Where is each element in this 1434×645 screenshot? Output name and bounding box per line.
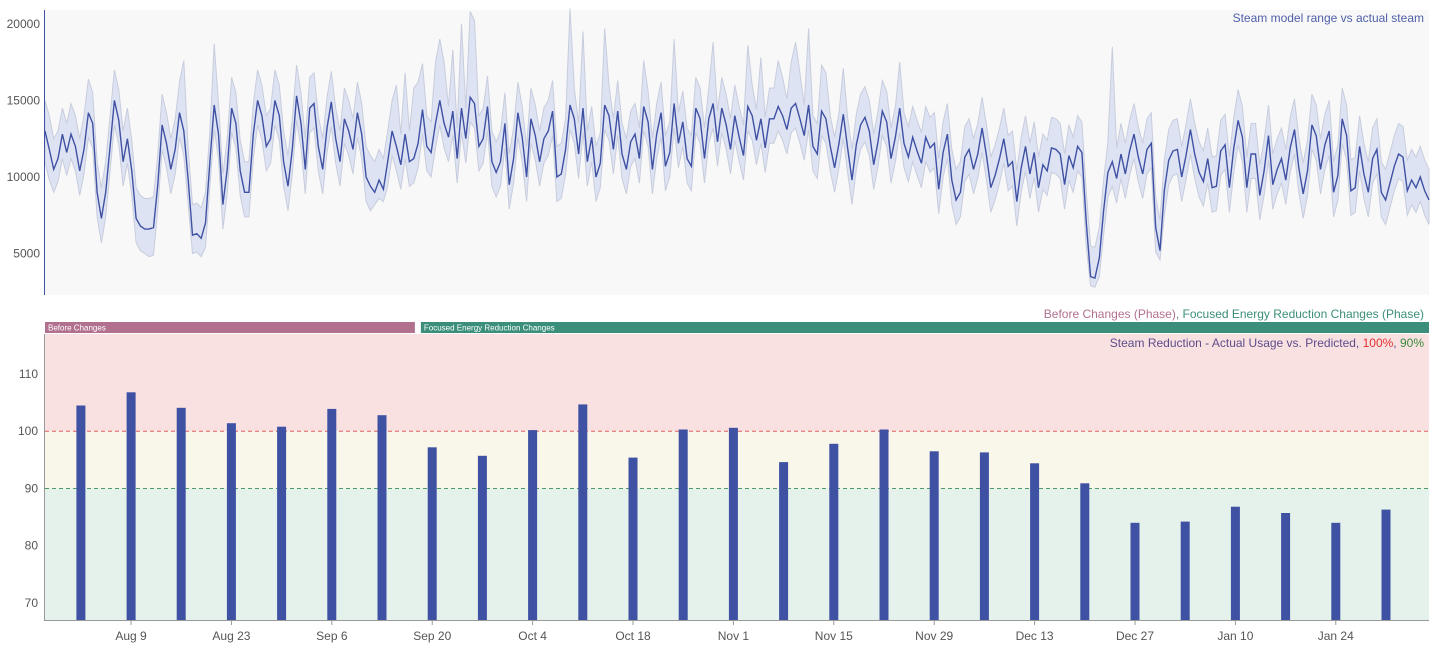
bar [377, 415, 387, 620]
bar [76, 405, 86, 620]
x-tick-label: Sep 6 [316, 629, 348, 643]
x-tick-label: Nov 29 [915, 629, 953, 643]
top-chart: 20000 15000 10000 5000 Steam model range vs… [7, 8, 1430, 295]
bottom-chart: Before Changes (Phase), Focused Energy R… [18, 307, 1429, 643]
x-tick-label: Jan 10 [1217, 629, 1253, 643]
x-tick-label: Aug 23 [212, 629, 250, 643]
bottom-y-tick-label: 100 [18, 424, 38, 438]
x-tick-label: Oct 4 [518, 629, 547, 643]
phase-bar-before-changes [45, 322, 415, 333]
actual-steam-line [44, 95, 1430, 280]
phase-legend-before: Before Changes (Phase) [1044, 307, 1176, 321]
x-tick-label: Dec 13 [1016, 629, 1054, 643]
bar [779, 462, 789, 620]
bottom-y-tick-label: 80 [25, 539, 39, 553]
bar [578, 404, 588, 620]
bar [176, 407, 186, 620]
bar [277, 426, 287, 620]
top-y-tick-label: 15000 [7, 93, 41, 107]
phase-legend-focused: Focused Energy Reduction Changes (Phase) [1183, 307, 1424, 321]
bottom-title-sep: , [1393, 336, 1400, 350]
bottom-y-tick-label: 70 [25, 596, 39, 610]
bottom-title-90pct: 90% [1400, 336, 1424, 350]
phase-label-focused-changes: Focused Energy Reduction Changes [424, 324, 555, 333]
bottom-y-tick-label: 90 [25, 481, 39, 495]
bar [427, 447, 437, 620]
bottom-y-tick-label: 110 [19, 367, 38, 381]
bottom-title-main: Steam Reduction - Actual Usage vs. Predi… [1110, 336, 1363, 350]
bar [628, 457, 638, 620]
x-tick-label: Nov 15 [815, 629, 853, 643]
phase-legend-separator: , [1176, 307, 1183, 321]
bar [879, 429, 889, 620]
bar [1180, 521, 1190, 620]
phase-label-before-changes: Before Changes [48, 324, 106, 333]
bar [477, 455, 487, 620]
top-y-tick-label: 5000 [13, 247, 40, 261]
x-tick-label: Sep 20 [413, 629, 451, 643]
bar [728, 427, 738, 620]
top-y-tick-label: 20000 [7, 17, 41, 31]
x-tick-label: Jan 24 [1318, 629, 1354, 643]
bar [678, 429, 688, 620]
bar [1381, 509, 1391, 620]
x-tick-label: Nov 1 [718, 629, 750, 643]
reduction-bars [76, 392, 1391, 620]
top-y-tick-label: 10000 [7, 170, 41, 184]
x-axis-ticks: Aug 9 Aug 23 Sep 6 Sep 20 Oct 4 Oct 18 Nov 1 No… [115, 620, 1354, 643]
zone-above-100 [45, 334, 1429, 432]
bar [1080, 483, 1090, 620]
bar [327, 408, 337, 620]
bar [1281, 513, 1291, 620]
bar [829, 443, 839, 620]
bar [1230, 506, 1240, 620]
phase-bar-focused-changes [420, 322, 1429, 333]
bar [929, 451, 939, 620]
bar [528, 430, 538, 620]
top-chart-legend: Steam model range vs actual steam [1233, 11, 1424, 25]
bar [226, 423, 236, 620]
top-y-axis-ticks: 20000 15000 10000 5000 [7, 17, 41, 261]
bottom-chart-title: Steam Reduction - Actual Usage vs. Predi… [1110, 336, 1425, 350]
bar [979, 452, 989, 620]
bar [1130, 522, 1140, 620]
bottom-title-100pct: 100% [1363, 336, 1394, 350]
x-tick-label: Oct 18 [615, 629, 651, 643]
bar [126, 392, 136, 620]
x-tick-label: Aug 9 [115, 629, 147, 643]
bottom-y-axis-ticks: 110 100 90 80 70 [18, 367, 38, 610]
x-tick-label: Dec 27 [1116, 629, 1154, 643]
bar [1331, 522, 1341, 620]
model-range-band [44, 8, 1430, 288]
bar [1030, 463, 1040, 620]
phase-legend: Before Changes (Phase), Focused Energy R… [1044, 307, 1424, 321]
